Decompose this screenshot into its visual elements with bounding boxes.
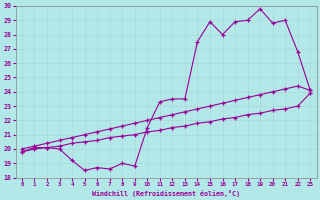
X-axis label: Windchill (Refroidissement éolien,°C): Windchill (Refroidissement éolien,°C) (92, 190, 240, 197)
